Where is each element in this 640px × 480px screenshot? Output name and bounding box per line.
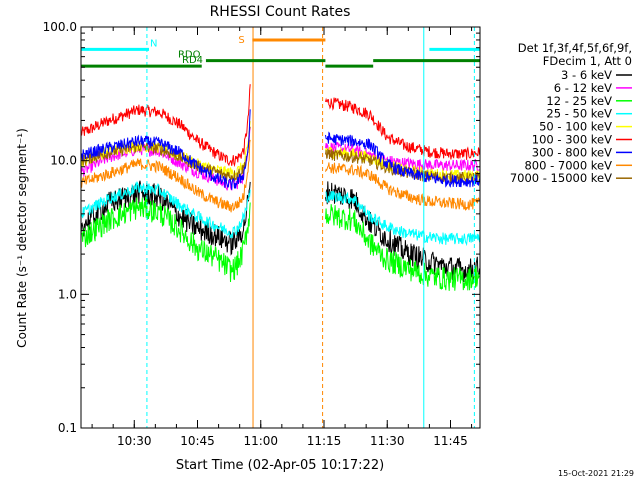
legend-label-8: 7000 - 15000 keV [510,171,612,185]
state-bar-label-2: RDO [178,50,201,61]
legend-label-3: 25 - 50 keV [546,107,612,121]
legend-label-1: 6 - 12 keV [554,81,612,95]
plot-frame [80,26,481,429]
series-line-2 [81,196,480,291]
state-bar-label-0: N [150,38,157,49]
x-tick-label-2: 11:00 [243,434,278,448]
x-axis-label: Start Time (02-Apr-05 10:17:22) [176,458,384,473]
y-tick-label-1: 1.0 [58,287,77,301]
footer-timestamp: 15-Oct-2021 21:29 [558,469,634,478]
series-line-0 [81,180,480,283]
series-line-3 [81,180,480,247]
series-line-7 [81,139,480,213]
y-axis-label: Count Rate (s⁻¹ detector segment⁻¹) [15,128,29,348]
legend-label-2: 12 - 25 keV [546,94,612,108]
series-line-6 [81,109,480,190]
y-tick-label-2: 10.0 [50,154,77,168]
x-tick-label-4: 11:30 [370,434,405,448]
y-tick-label-0: 0.1 [58,421,77,435]
legend-header-line-1: Det 1f,3f,4f,5f,6f,9f, [518,41,632,55]
legend: Det 1f,3f,4f,5f,6f,9f, FDecim 1, Att 0 3… [510,41,632,185]
legend-label-4: 50 - 100 keV [539,120,612,134]
x-tick-label-5: 11:45 [433,434,468,448]
series-group [81,84,480,291]
y-tick-label-3: 100.0 [43,20,77,34]
legend-label-0: 3 - 6 keV [561,68,612,82]
chart-title: RHESSI Count Rates [210,4,351,20]
legend-label-7: 800 - 7000 keV [524,158,612,172]
state-bar-label-1: S [238,35,244,46]
legend-label-6: 300 - 800 keV [532,145,612,159]
legend-label-5: 100 - 300 keV [532,133,612,147]
x-tick-label-1: 10:45 [180,434,215,448]
state-bar-label-3: RD4 [182,55,203,66]
x-tick-label-0: 10:30 [117,434,152,448]
x-tick-label-3: 11:15 [307,434,342,448]
legend-header-line-2: FDecim 1, Att 0 [543,54,632,68]
series-line-5 [81,84,480,168]
